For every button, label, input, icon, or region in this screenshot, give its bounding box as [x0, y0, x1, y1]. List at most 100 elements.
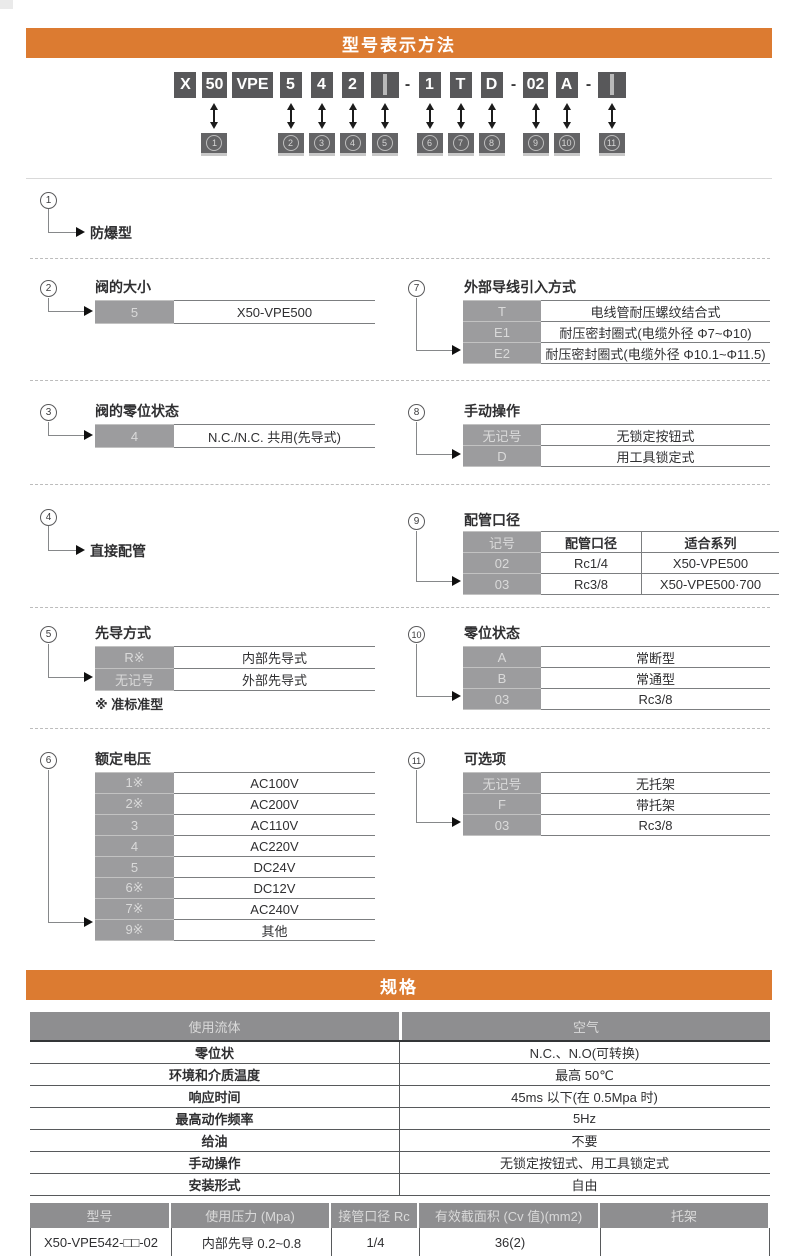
series-value: X50-VPE500	[641, 552, 779, 574]
code-block: 4	[310, 72, 333, 98]
section-number: 10	[408, 626, 425, 643]
series-value: X50-VPE500·700	[641, 573, 779, 595]
section-number: 1	[40, 192, 57, 209]
arrow-right-icon	[76, 227, 85, 237]
option-table: R※ 内部先导式 无记号 外部先导式	[95, 646, 375, 691]
connector-line	[48, 422, 85, 436]
code-separator: -	[404, 76, 411, 93]
code-unit: 2 4	[339, 72, 366, 156]
option-value: 常通型	[541, 667, 770, 689]
code-unit: -	[585, 72, 593, 98]
digit-badge: 2	[277, 133, 304, 156]
section-number: 8	[408, 404, 425, 421]
section-title: 可选项	[464, 751, 506, 767]
option-value: Rc3/8	[541, 688, 770, 710]
connector-line	[416, 422, 453, 455]
section-explosion-proof: 1 防爆型	[30, 190, 370, 256]
option-code: D	[463, 445, 541, 467]
spec-value: 不要	[571, 1134, 598, 1149]
option-code: 4	[95, 835, 174, 857]
option-value: 无锁定按钮式	[541, 424, 770, 446]
spec-label: 安装形式	[30, 1174, 400, 1195]
digit-badge: 5	[371, 133, 398, 156]
column-header: 型号	[30, 1203, 171, 1228]
option-value: AC110V	[174, 814, 375, 836]
option-code: 5	[95, 856, 174, 878]
section-zero-state: 10 零位状态 A 常断型 B 常通型 03 Rc3/8	[400, 618, 770, 728]
connector-line	[416, 644, 453, 697]
code-unit: T 7	[447, 72, 474, 156]
dashed-divider	[30, 728, 770, 729]
hollow-square-icon	[382, 74, 387, 95]
code-unit: -	[404, 72, 412, 98]
double-arrow-icon	[380, 103, 389, 129]
option-code: 无记号	[463, 424, 541, 446]
dashed-divider	[30, 607, 770, 608]
option-code: F	[463, 793, 541, 815]
section-wire-entry: 7 外部导线引入方式 T 电线管耐压螺纹结合式 E1 耐压密封圈式(电缆外径 Φ…	[400, 272, 770, 376]
option-code: 3	[95, 814, 174, 836]
code-unit: -	[510, 72, 518, 98]
section-direct-piping: 4 直接配管	[30, 505, 370, 575]
option-value: N.C./N.C. 共用(先导式)	[174, 424, 375, 448]
option-value: X50-VPE500	[174, 300, 375, 324]
option-code: 4	[95, 424, 174, 448]
arrow-right-icon	[84, 917, 93, 927]
section-number: 6	[40, 752, 57, 769]
spec-header-right: 空气	[402, 1012, 770, 1040]
arrow-right-icon	[452, 449, 461, 459]
digit-badge: 6	[416, 133, 443, 156]
option-code: 03	[463, 814, 541, 836]
model-spec-table: 型号 使用压力 (Mpa) 接管口径 Rc 有效截面积 (Cv 值)(mm2) …	[30, 1203, 770, 1256]
spec-title: 规格	[380, 977, 418, 997]
section-number: 5	[40, 626, 57, 643]
column-header: 记号	[463, 531, 541, 553]
section-title: 额定电压	[95, 751, 151, 767]
code-unit: 50 1	[201, 72, 228, 156]
option-table: A 常断型 B 常通型 03 Rc3/8	[463, 646, 770, 710]
code-unit: D 8	[478, 72, 505, 156]
double-arrow-icon	[348, 103, 357, 129]
spec-label: 给油	[30, 1130, 400, 1151]
option-code: 无记号	[463, 772, 541, 794]
hollow-square-icon	[609, 74, 614, 95]
dashed-divider	[30, 258, 770, 259]
digit-badge: 7	[447, 133, 474, 156]
option-value: 常断型	[541, 646, 770, 668]
arrow-right-icon	[452, 691, 461, 701]
code-unit: 02 9	[522, 72, 549, 156]
code-block: 50	[201, 72, 228, 98]
option-code: E1	[463, 321, 541, 343]
column-header: 配管口径	[541, 531, 642, 553]
option-value: 无托架	[541, 772, 770, 794]
digit-badge: 8	[478, 133, 505, 156]
code-separator: -	[510, 76, 517, 93]
voltage-table: 1※ AC100V 2※ AC200V 3 AC110V 4 AC220V 5 …	[95, 772, 375, 941]
pipe-bore-table: 记号 配管口径 适合系列 02 Rc1/4 X50-VPE500 03 Rc3/…	[463, 531, 779, 595]
section-options: 11 可选项 无记号 无托架 F 带托架 03 Rc3/8	[400, 748, 770, 858]
option-value: 电线管耐压螺纹结合式	[541, 300, 770, 322]
option-table: T 电线管耐压螺纹结合式 E1 耐压密封圈式(电缆外径 Φ7~Φ10) E2 耐…	[463, 300, 770, 364]
option-code: 无记号	[95, 668, 174, 691]
section-number: 7	[408, 280, 425, 297]
option-code: 03	[463, 688, 541, 710]
double-arrow-icon	[210, 103, 219, 129]
bracket-cell	[601, 1228, 769, 1256]
spec-value: 5Hz	[572, 1111, 597, 1126]
section-number: 2	[40, 280, 57, 297]
section-label: 防爆型	[90, 225, 132, 241]
spec-table: 使用流体 空气 零位状 N.C.、N.O(可转换) 环境和介质温度 最高 50℃…	[30, 1012, 770, 1196]
placeholder-box-block	[370, 72, 399, 98]
pressure-cell: 内部先导 0.2~0.8	[172, 1228, 332, 1256]
code-unit: 5	[370, 72, 399, 156]
spec-row: 给油 不要	[30, 1130, 770, 1152]
scroll-artifact	[0, 0, 13, 9]
option-code: 2※	[95, 793, 174, 815]
model-method-banner: 型号表示方法	[26, 28, 772, 58]
code-block: 02	[522, 72, 549, 98]
digit-badge: 1	[201, 133, 228, 156]
digit-badge: 3	[308, 133, 335, 156]
option-code: 1※	[95, 772, 174, 794]
placeholder-box-block	[597, 72, 626, 98]
